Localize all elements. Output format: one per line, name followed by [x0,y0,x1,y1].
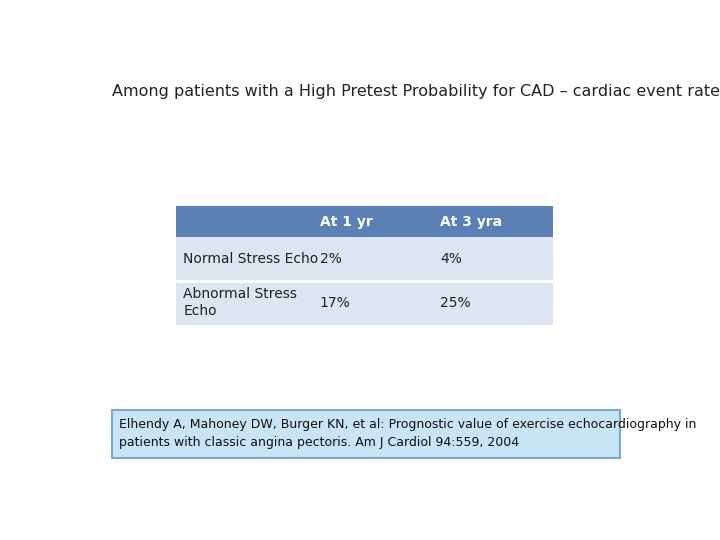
FancyBboxPatch shape [433,238,553,281]
Text: Among patients with a High Pretest Probability for CAD – cardiac event rate: Among patients with a High Pretest Proba… [112,84,720,98]
FancyBboxPatch shape [313,238,433,281]
Text: 2%: 2% [320,252,342,266]
Text: 25%: 25% [440,296,470,310]
FancyBboxPatch shape [433,206,553,238]
FancyBboxPatch shape [313,281,433,325]
FancyBboxPatch shape [112,410,620,458]
FancyBboxPatch shape [176,238,313,281]
FancyBboxPatch shape [433,281,553,325]
FancyBboxPatch shape [313,206,433,238]
Text: Abnormal Stress
Echo: Abnormal Stress Echo [183,287,297,319]
Text: 17%: 17% [320,296,351,310]
Text: Elhendy A, Mahoney DW, Burger KN, et al: Prognostic value of exercise echocardio: Elhendy A, Mahoney DW, Burger KN, et al:… [119,418,696,449]
FancyBboxPatch shape [176,206,313,238]
FancyBboxPatch shape [176,281,313,325]
Text: At 1 yr: At 1 yr [320,215,373,229]
Text: 4%: 4% [440,252,462,266]
Text: At 3 yra: At 3 yra [440,215,502,229]
Text: Normal Stress Echo: Normal Stress Echo [183,252,318,266]
